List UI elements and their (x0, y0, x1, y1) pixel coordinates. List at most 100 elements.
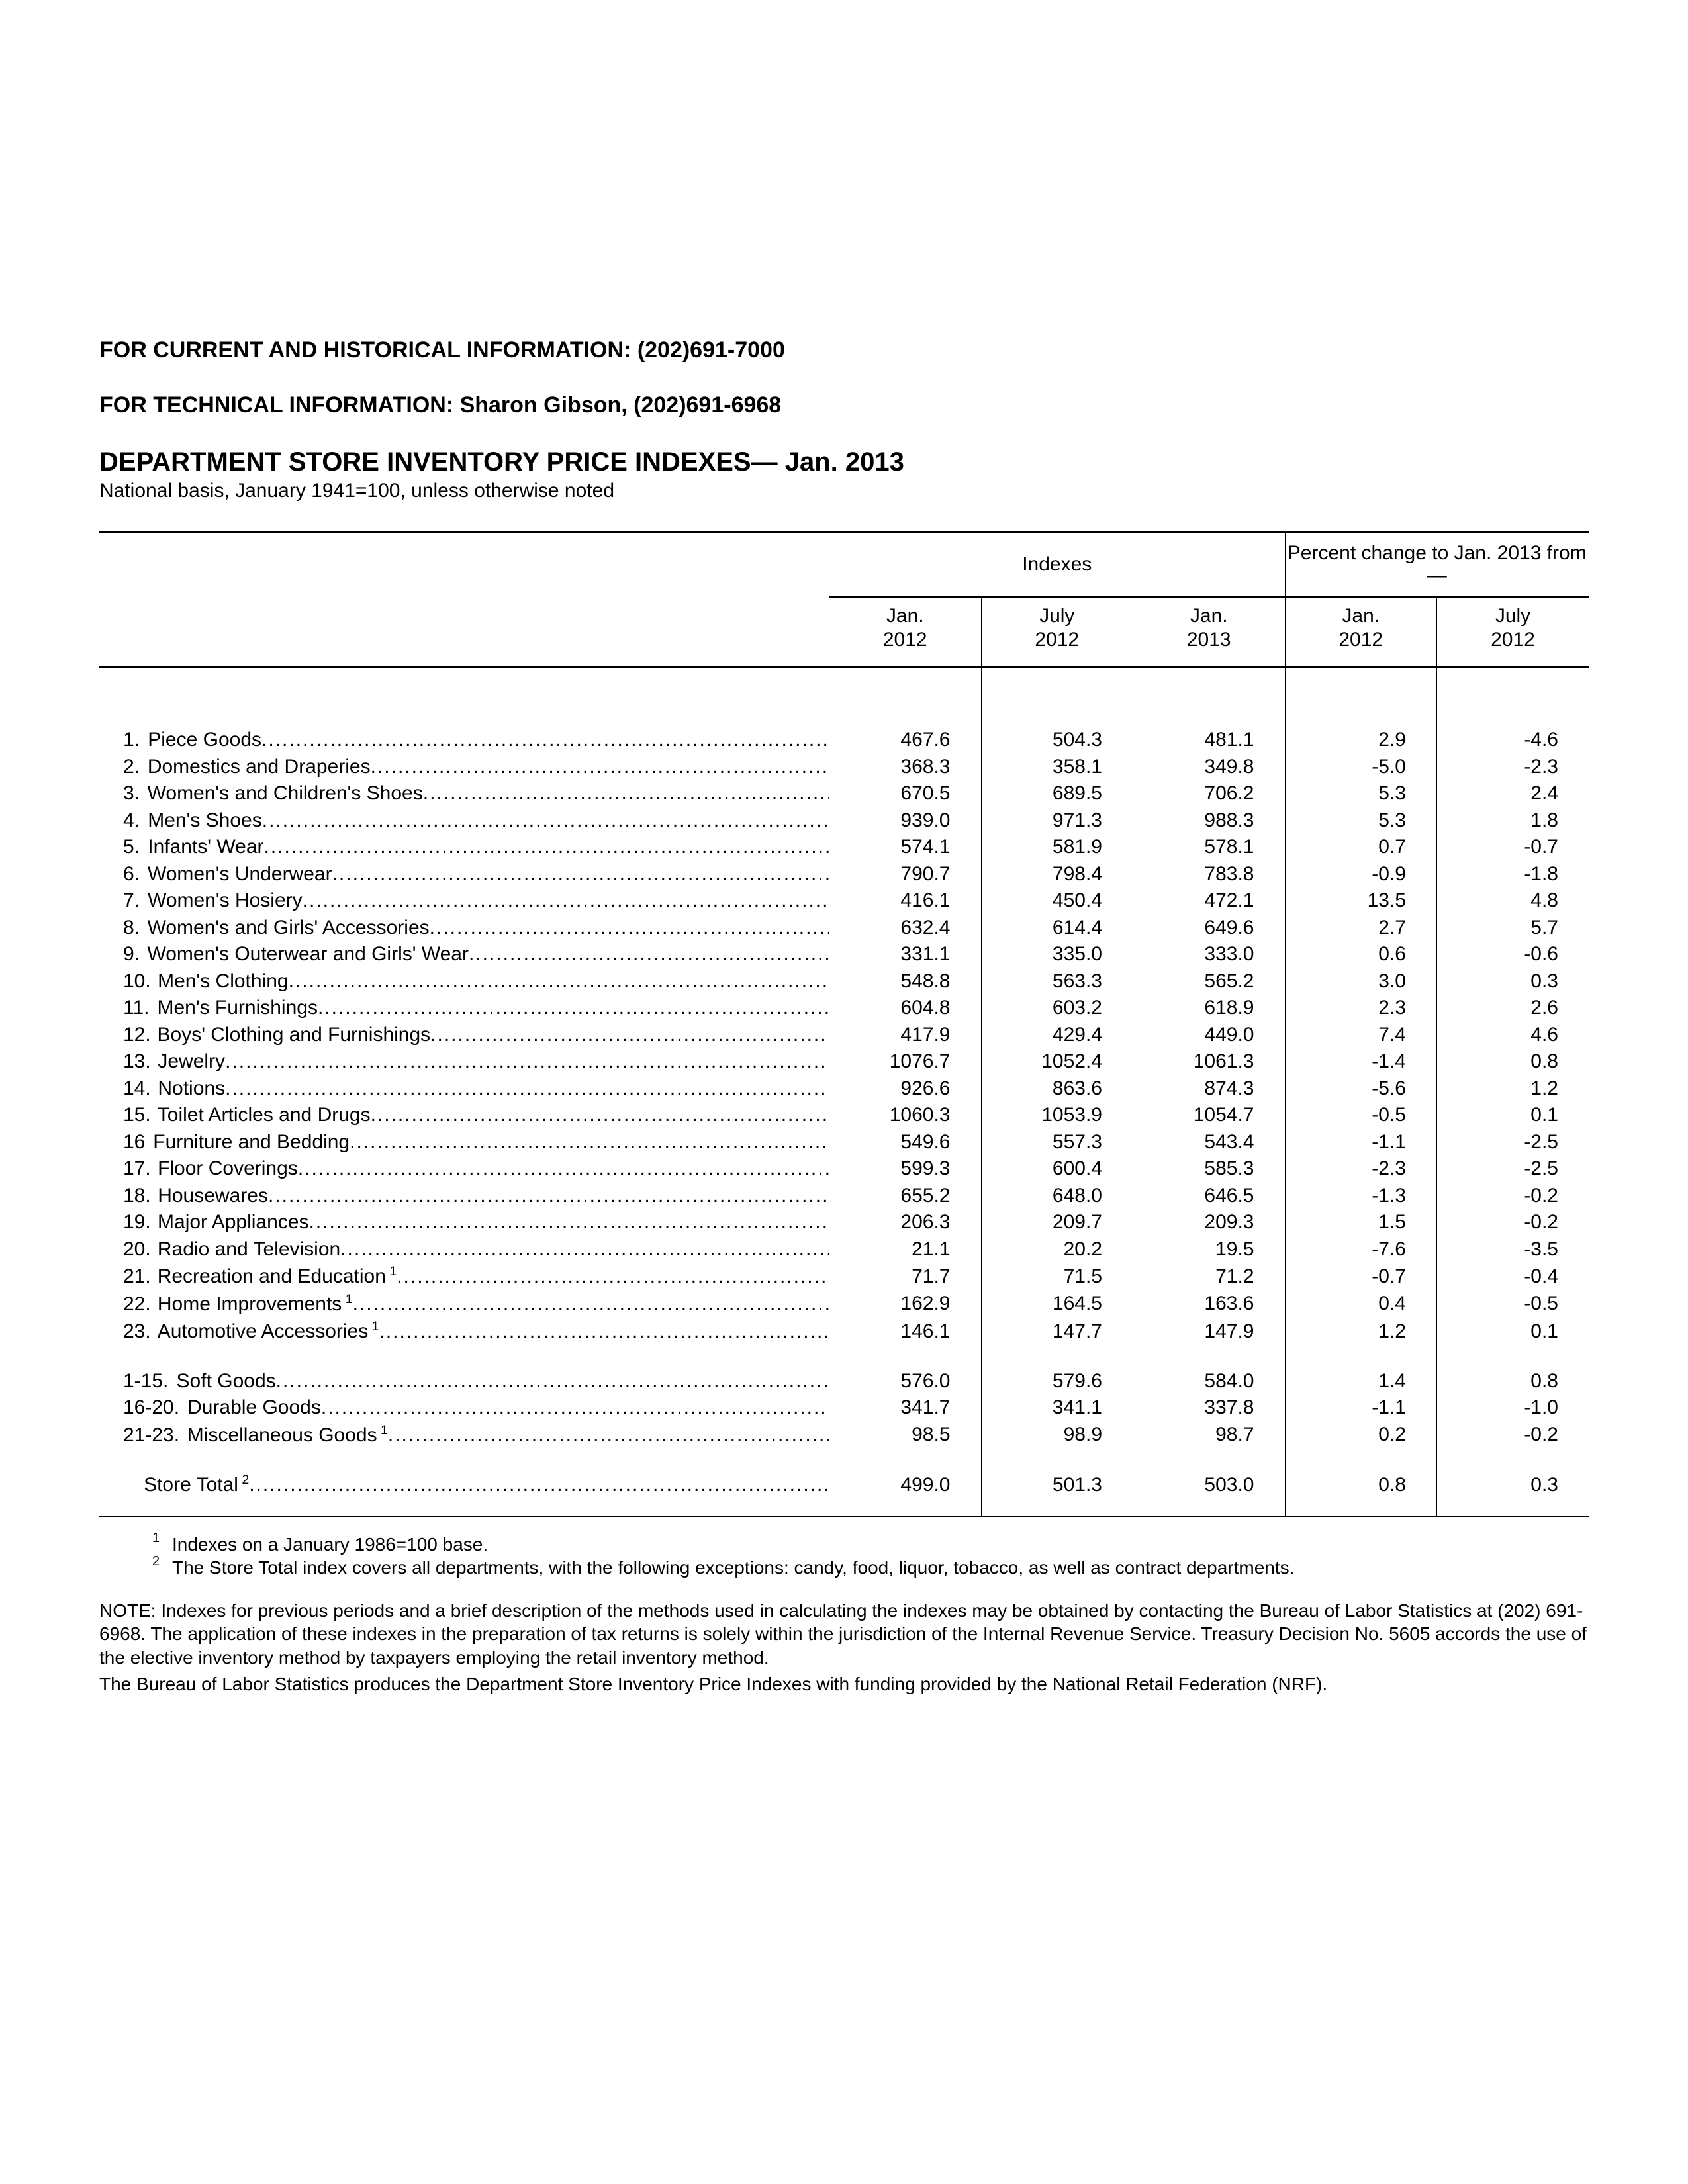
leader-dots: ........................................… (430, 915, 829, 942)
value-cell: -1.0 (1437, 1394, 1589, 1422)
row-number: 16-20. (123, 1394, 186, 1422)
table-row: 23.Automotive Accessories 1 ............… (99, 1318, 1589, 1345)
value-cell: -0.5 (1285, 1102, 1437, 1129)
row-label: Women's Hosiery (148, 887, 303, 915)
value-cell: 358.1 (981, 754, 1133, 781)
value-cell: 783.8 (1133, 861, 1286, 888)
note-paragraph-1: NOTE: Indexes for previous periods and a… (99, 1599, 1589, 1670)
value-cell: 429.4 (981, 1022, 1133, 1049)
value-cell: 21.1 (829, 1236, 982, 1263)
table-row: 9.Women's Outerwear and Girls' Wear ....… (99, 941, 1589, 968)
table-row: 20.Radio and Television ................… (99, 1236, 1589, 1263)
value-cell: 0.8 (1437, 1368, 1589, 1395)
leader-dots: ........................................… (371, 754, 829, 781)
row-number: 16 (123, 1129, 152, 1156)
row-number: 6. (123, 861, 146, 888)
row-label: Store Total 2 (144, 1471, 249, 1499)
row-number: 21-23. (123, 1422, 186, 1449)
row-number: 19. (123, 1209, 156, 1236)
value-cell: 331.1 (829, 941, 982, 968)
value-cell: 565.2 (1133, 968, 1286, 995)
value-cell: 939.0 (829, 807, 982, 835)
leader-dots: ........................................… (318, 995, 829, 1022)
value-cell: 0.6 (1285, 941, 1437, 968)
value-cell: 1054.7 (1133, 1102, 1286, 1129)
col-jan-2012: Jan.2012 (829, 597, 982, 667)
row-number: 10. (123, 968, 156, 995)
table-row: 16-20.Durable Goods ....................… (99, 1394, 1589, 1422)
value-cell: 147.9 (1133, 1318, 1286, 1345)
value-cell: 501.3 (981, 1471, 1133, 1499)
value-cell: 450.4 (981, 887, 1133, 915)
leader-dots: ........................................… (276, 1368, 829, 1395)
row-label: Home Improvements 1 (158, 1291, 353, 1318)
row-number: 4. (123, 807, 146, 835)
value-cell: 1076.7 (829, 1048, 982, 1075)
value-cell: 874.3 (1133, 1075, 1286, 1103)
info-line: FOR CURRENT AND HISTORICAL INFORMATION: … (99, 338, 1589, 363)
value-cell: 449.0 (1133, 1022, 1286, 1049)
value-cell: 71.7 (829, 1263, 982, 1291)
row-number: 20. (123, 1236, 156, 1263)
page-title: DEPARTMENT STORE INVENTORY PRICE INDEXES… (99, 447, 1589, 477)
value-cell: 0.8 (1437, 1048, 1589, 1075)
value-cell: -1.1 (1285, 1394, 1437, 1422)
value-cell: 467.6 (829, 727, 982, 754)
row-label: Boys' Clothing and Furnishings (158, 1022, 431, 1049)
footnotes: 1Indexes on a January 1986=100 base. 2Th… (99, 1533, 1589, 1579)
table-row: 7.Women's Hosiery ......................… (99, 887, 1589, 915)
value-cell: 614.4 (981, 915, 1133, 942)
value-cell: -2.5 (1437, 1129, 1589, 1156)
value-cell: 0.3 (1437, 968, 1589, 995)
value-cell: 1053.9 (981, 1102, 1133, 1129)
table-row: 1.Piece Goods ..........................… (99, 727, 1589, 754)
value-cell: 341.1 (981, 1394, 1133, 1422)
col-group-pct: Percent change to Jan. 2013 from— (1285, 532, 1589, 597)
leader-dots: ........................................… (289, 968, 829, 995)
leader-dots: ........................................… (340, 1236, 829, 1263)
leader-dots: ........................................… (469, 941, 829, 968)
value-cell: 0.8 (1285, 1471, 1437, 1499)
value-cell: 71.5 (981, 1263, 1133, 1291)
tech-line: FOR TECHNICAL INFORMATION: Sharon Gibson… (99, 392, 1589, 418)
leader-dots: ........................................… (379, 1318, 829, 1345)
price-index-table: Indexes Percent change to Jan. 2013 from… (99, 531, 1589, 1517)
value-cell: 689.5 (981, 780, 1133, 807)
value-cell: -2.3 (1285, 1156, 1437, 1183)
col-pct-jul-2012: July2012 (1437, 597, 1589, 667)
col-group-indexes: Indexes (829, 532, 1286, 597)
value-cell: -0.7 (1437, 834, 1589, 861)
value-cell: -4.6 (1437, 727, 1589, 754)
value-cell: 98.5 (829, 1422, 982, 1449)
table-row: 17.Floor Coverings .....................… (99, 1156, 1589, 1183)
table-row: 3.Women's and Children's Shoes .........… (99, 780, 1589, 807)
value-cell: -0.9 (1285, 861, 1437, 888)
value-cell: 563.3 (981, 968, 1133, 995)
value-cell: -1.3 (1285, 1183, 1437, 1210)
value-cell: 646.5 (1133, 1183, 1286, 1210)
row-label: Major Appliances (158, 1209, 308, 1236)
table-row: 1-15.Soft Goods ........................… (99, 1368, 1589, 1395)
value-cell: 578.1 (1133, 834, 1286, 861)
value-cell: 863.6 (981, 1075, 1133, 1103)
value-cell: -0.2 (1437, 1209, 1589, 1236)
value-cell: 98.7 (1133, 1422, 1286, 1449)
value-cell: 1060.3 (829, 1102, 982, 1129)
value-cell: -7.6 (1285, 1236, 1437, 1263)
row-label: Infants' Wear (148, 834, 263, 861)
col-jul-2012: July2012 (981, 597, 1133, 667)
row-number: 9. (123, 941, 146, 968)
leader-dots: ........................................… (262, 807, 829, 835)
row-label: Durable Goods (187, 1394, 321, 1422)
value-cell: -0.4 (1437, 1263, 1589, 1291)
value-cell: -0.6 (1437, 941, 1589, 968)
table-row: 19.Major Appliances ....................… (99, 1209, 1589, 1236)
value-cell: 13.5 (1285, 887, 1437, 915)
value-cell: -3.5 (1437, 1236, 1589, 1263)
leader-dots: ........................................… (423, 780, 829, 807)
row-label: Notions (158, 1075, 225, 1103)
leader-dots: ........................................… (350, 1129, 829, 1156)
table-row: 14.Notions .............................… (99, 1075, 1589, 1103)
value-cell: 1052.4 (981, 1048, 1133, 1075)
value-cell: 574.1 (829, 834, 982, 861)
